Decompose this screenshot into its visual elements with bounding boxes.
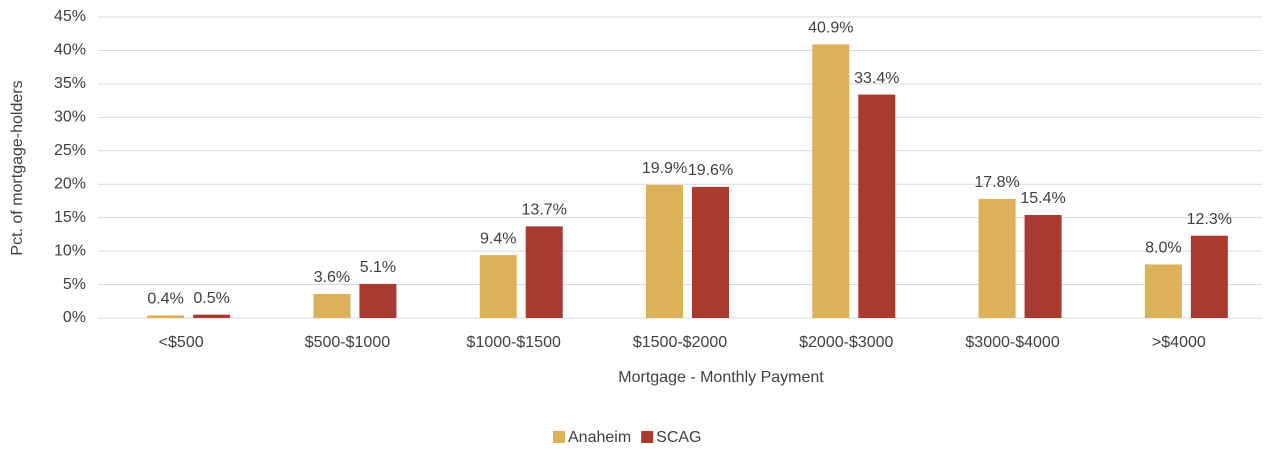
y-tick-label: 20% [54, 175, 86, 192]
y-tick-label: 15% [54, 209, 86, 226]
data-label: 17.8% [974, 174, 1019, 191]
legend-swatch [641, 431, 654, 443]
bar [313, 293, 351, 318]
bar [858, 94, 896, 318]
y-tick-label: 30% [54, 109, 86, 126]
data-label: 33.4% [854, 70, 899, 87]
y-tick-label: 25% [54, 142, 86, 159]
bar [1190, 235, 1228, 318]
bar [978, 198, 1016, 318]
y-tick-label: 0% [63, 309, 86, 326]
data-label: 0.5% [193, 290, 229, 307]
x-tick-label: $1000-$1500 [467, 334, 561, 351]
x-tick-label: <$500 [159, 334, 204, 351]
data-label: 40.9% [808, 20, 853, 37]
x-tick-label: >$4000 [1152, 334, 1206, 351]
y-tick-label: 45% [54, 8, 86, 25]
data-label: 15.4% [1020, 190, 1065, 207]
legend-label: SCAG [656, 429, 701, 446]
data-label: 3.6% [314, 269, 350, 286]
bar [1024, 214, 1062, 318]
data-label: 8.0% [1145, 240, 1181, 257]
x-tick-label: $3000-$4000 [965, 334, 1059, 351]
bar [646, 184, 683, 318]
x-tick-label: $1500-$2000 [633, 334, 727, 351]
x-tick-label: $2000-$3000 [799, 334, 893, 351]
y-tick-label: 35% [54, 75, 86, 92]
x-tick-label: $500-$1000 [305, 334, 391, 351]
y-axis-title: Pct. of mortgage-holders [9, 80, 26, 255]
bar [692, 186, 729, 318]
x-axis-title: Mortgage - Monthly Payment [618, 369, 824, 386]
data-label: 9.4% [480, 230, 516, 247]
bar [812, 44, 850, 319]
bar [1144, 264, 1182, 318]
y-tick-label: 40% [54, 42, 86, 59]
data-label: 12.3% [1187, 211, 1232, 228]
data-label: 0.4% [147, 291, 183, 308]
bar [147, 315, 185, 318]
y-tick-label: 10% [54, 242, 86, 259]
bar [193, 314, 231, 318]
bar [359, 283, 397, 318]
bar [479, 255, 517, 318]
legend-swatch [553, 431, 565, 443]
y-tick-label: 5% [63, 276, 86, 293]
data-label: 19.9% [642, 160, 687, 177]
data-label: 5.1% [360, 259, 396, 276]
data-label: 19.6% [688, 162, 733, 179]
legend-label: Anaheim [568, 429, 631, 446]
data-label: 13.7% [522, 202, 567, 219]
bar [525, 226, 563, 318]
